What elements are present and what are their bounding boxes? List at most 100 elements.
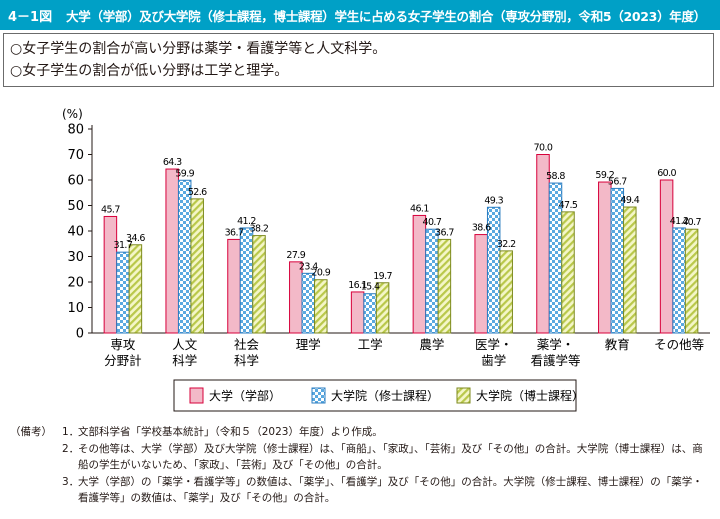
- category-label: 薬学・: [537, 337, 575, 352]
- y-tick-label: 40: [67, 225, 84, 240]
- data-label: 47.5: [559, 200, 578, 211]
- y-tick-label: 80: [67, 123, 84, 138]
- figure-title: 大学（学部）及び大学院（修士課程，博士課程）学生に占める女子学生の割合（専攻分野…: [66, 8, 706, 24]
- y-tick-label: 60: [67, 174, 84, 189]
- category-label: 理学: [296, 337, 321, 352]
- bar: [363, 293, 377, 334]
- category-label: 分野計: [104, 353, 142, 368]
- y-axis-unit: (%): [62, 107, 83, 121]
- bar: [412, 214, 427, 334]
- data-label: 46.1: [410, 203, 429, 214]
- bar: [425, 228, 439, 334]
- legend-swatch: [456, 387, 471, 404]
- bar: [598, 181, 612, 334]
- legend-swatch: [311, 387, 326, 404]
- category-label: 教育: [605, 337, 630, 352]
- note-number: 3．: [62, 475, 80, 488]
- bar: [103, 215, 118, 334]
- data-label: 40.7: [682, 217, 701, 228]
- data-label: 40.7: [423, 217, 442, 228]
- category-label: 看護学等: [530, 353, 580, 368]
- bar: [165, 168, 179, 334]
- data-label: 36.7: [435, 227, 454, 238]
- summary-line-2: ○女子学生の割合が低い分野は工学と理学。: [10, 63, 289, 79]
- bar: [623, 206, 637, 334]
- data-label: 38.6: [472, 223, 491, 234]
- notes-label: （備考）: [10, 426, 52, 438]
- legend-label: 大学（学部）: [209, 388, 281, 403]
- data-label: 34.6: [126, 233, 145, 244]
- legend-label: 大学院（修士課程）: [331, 388, 439, 403]
- data-label: 32.2: [497, 239, 516, 250]
- bar: [474, 234, 488, 334]
- note-text: その他等は、大学（学部）及び大学院（修士課程）は、「商船」、「家政」、「芸術」及…: [78, 442, 703, 472]
- category-label: 医学・: [475, 337, 513, 352]
- bar: [314, 279, 328, 334]
- y-tick-label: 20: [67, 276, 84, 291]
- data-label: 41.2: [670, 216, 689, 227]
- bar: [375, 282, 390, 334]
- category-label: その他等: [654, 337, 704, 352]
- figure-number: 4－1図: [8, 9, 53, 25]
- bar: [177, 179, 192, 334]
- bar: [227, 238, 241, 334]
- bar: [499, 250, 513, 334]
- note-row-1: （備考） 1． 文部科学省「学校基本統計」（令和５（2023）年度）より作成。: [10, 424, 710, 441]
- data-label: 31.7: [114, 240, 133, 251]
- figure-title-bar: 4－1図 大学（学部）及び大学院（修士課程，博士課程）学生に占める女子学生の割合…: [0, 0, 720, 30]
- legend-label: 大学院（博士課程）: [476, 388, 584, 403]
- bar: [350, 291, 365, 334]
- bar: [684, 228, 699, 334]
- data-label: 45.7: [101, 204, 120, 215]
- legend-box: [173, 379, 577, 412]
- data-label: 41.2: [237, 216, 256, 227]
- y-tick-label: 10: [67, 301, 84, 316]
- data-label: 59.2: [595, 170, 614, 181]
- bar: [116, 251, 130, 334]
- bar: [252, 235, 266, 334]
- data-label: 20.9: [311, 268, 330, 279]
- bar: [672, 227, 686, 334]
- note-text: 大学（学部）の「薬学・看護学等」の数値は、「薬学」、「看護学」及び「その他」の合…: [78, 475, 703, 505]
- category-label: 歯学: [481, 353, 506, 368]
- bar: [437, 238, 452, 334]
- category-label: 社会: [234, 337, 260, 352]
- data-label: 58.8: [546, 171, 565, 182]
- note-number: 1．: [62, 426, 80, 438]
- category-label: 専攻: [110, 337, 136, 352]
- bar: [239, 227, 254, 334]
- data-label: 60.0: [657, 168, 676, 179]
- data-label: 49.3: [484, 195, 503, 206]
- bar: [190, 198, 204, 334]
- note-text: 文部科学省「学校基本統計」（令和５（2023）年度）より作成。: [78, 426, 383, 438]
- data-label: 56.7: [608, 176, 627, 187]
- data-label: 27.9: [286, 250, 305, 261]
- note-row-3: 3． 大学（学部）の「薬学・看護学等」の数値は、「薬学」、「看護学」及び「その他…: [10, 474, 710, 507]
- bar: [659, 179, 674, 334]
- data-label: 52.6: [188, 187, 207, 198]
- bar: [561, 211, 575, 334]
- data-label: 38.2: [250, 224, 269, 235]
- bar: [301, 272, 316, 334]
- category-label: 科学: [234, 353, 259, 368]
- note-row-2: 2． その他等は、大学（学部）及び大学院（修士課程）は、「商船」、「家政」、「芸…: [10, 441, 710, 474]
- category-label: 工学: [358, 337, 383, 352]
- bar: [289, 261, 303, 334]
- y-tick-label: 0: [76, 327, 84, 342]
- y-tick-label: 30: [67, 250, 84, 265]
- summary-line-1: ○女子学生の割合が高い分野は薬学・看護学等と人文科学。: [10, 41, 387, 57]
- bar: [128, 244, 143, 334]
- summary-box: ○女子学生の割合が高い分野は薬学・看護学等と人文科学。 ○女子学生の割合が低い分…: [3, 33, 714, 87]
- data-label: 49.4: [620, 195, 639, 206]
- data-label: 15.4: [361, 282, 380, 293]
- data-label: 23.4: [299, 261, 318, 272]
- category-label: 農学: [419, 337, 444, 352]
- data-label: 19.7: [373, 271, 392, 282]
- notes-section: （備考） 1． 文部科学省「学校基本統計」（令和５（2023）年度）より作成。 …: [10, 424, 710, 507]
- data-label: 36.7: [225, 227, 244, 238]
- category-label: 科学: [172, 353, 197, 368]
- y-tick-label: 70: [67, 148, 84, 163]
- data-label: 70.0: [534, 143, 553, 154]
- note-number: 2．: [62, 442, 80, 455]
- category-label: 人文: [172, 337, 198, 352]
